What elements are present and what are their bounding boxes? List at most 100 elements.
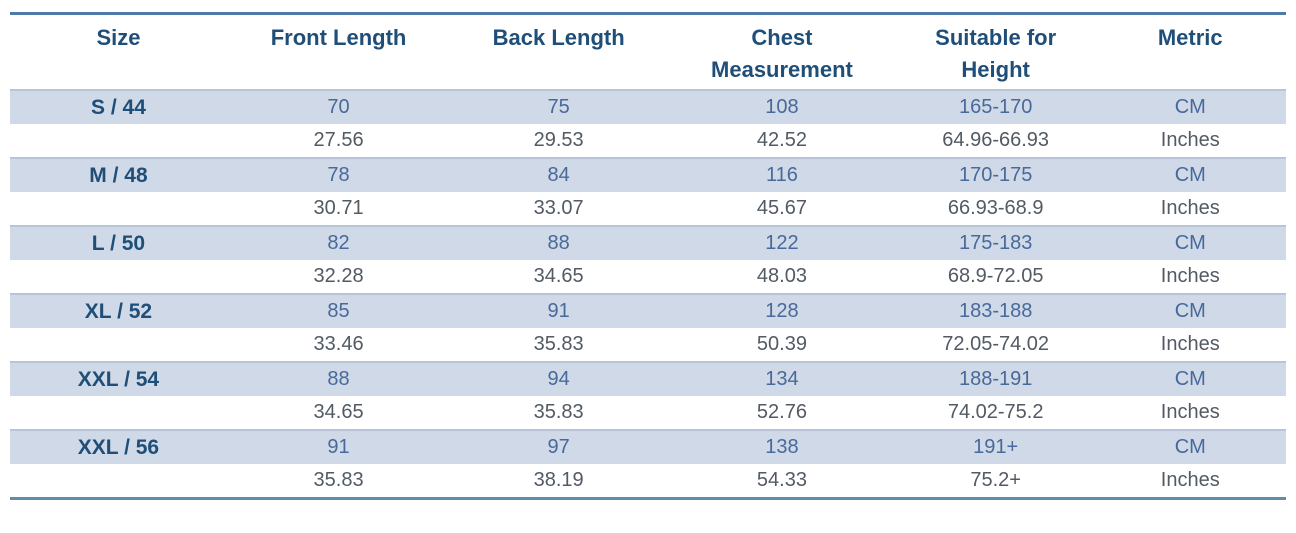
column-header-suitable-for-height: Suitable for Height bbox=[897, 14, 1095, 91]
column-header-chest-measurement: Chest Measurement bbox=[667, 14, 897, 91]
table-row: XXL / 56 91 97 138 191+ CM bbox=[10, 430, 1286, 464]
value-cell: 122 bbox=[765, 232, 799, 254]
value-cell: 64.96-66.93 bbox=[942, 129, 1050, 151]
table-row: 35.83 38.19 54.33 75.2+ Inches bbox=[10, 464, 1286, 499]
value-cell: 72.05-74.02 bbox=[942, 333, 1050, 355]
size-cell bbox=[10, 124, 227, 158]
value-cell: 138 bbox=[765, 436, 799, 458]
value-cell: 66.93-68.9 bbox=[947, 197, 1044, 219]
value-cell: 75 bbox=[547, 96, 570, 118]
value-cell: 70 bbox=[327, 96, 350, 118]
table-row: 32.28 34.65 48.03 68.9-72.05 Inches bbox=[10, 260, 1286, 294]
column-header-suitable-for-height-label: Suitable for Height bbox=[935, 25, 1057, 82]
table-row: 33.46 35.83 50.39 72.05-74.02 Inches bbox=[10, 328, 1286, 362]
value-cell: 188-191 bbox=[958, 368, 1033, 390]
value-cell: Inches bbox=[1160, 401, 1220, 423]
value-cell: 94 bbox=[547, 368, 570, 390]
value-cell: 35.83 bbox=[533, 401, 584, 423]
table-row: XXL / 54 88 94 134 188-191 CM bbox=[10, 362, 1286, 396]
value-cell: 35.83 bbox=[533, 333, 584, 355]
table-header: Size Front Length Back Length Chest Meas… bbox=[10, 14, 1286, 91]
value-cell: 74.02-75.2 bbox=[947, 401, 1044, 423]
value-cell: 27.56 bbox=[313, 129, 364, 151]
value-cell: CM bbox=[1174, 300, 1206, 322]
value-cell: 134 bbox=[765, 368, 799, 390]
value-cell: 32.28 bbox=[313, 265, 364, 287]
value-cell: 42.52 bbox=[756, 129, 807, 151]
table-row: XL / 52 85 91 128 183-188 CM bbox=[10, 294, 1286, 328]
value-cell: 52.76 bbox=[756, 401, 807, 423]
value-cell: 84 bbox=[547, 164, 570, 186]
value-cell: 88 bbox=[547, 232, 570, 254]
value-cell: 35.83 bbox=[313, 469, 364, 491]
table-body: S / 44 70 75 108 165-170 CM 27.56 29.53 42.52 64.… bbox=[10, 90, 1286, 499]
value-cell: 34.65 bbox=[533, 265, 584, 287]
column-header-front-length-label: Front Length bbox=[270, 25, 407, 50]
value-cell: 91 bbox=[547, 300, 570, 322]
value-cell: 68.9-72.05 bbox=[947, 265, 1044, 287]
table-row: 34.65 35.83 52.76 74.02-75.2 Inches bbox=[10, 396, 1286, 430]
value-cell: 30.71 bbox=[313, 197, 364, 219]
table-row: L / 50 82 88 122 175-183 CM bbox=[10, 226, 1286, 260]
table-row: 27.56 29.53 42.52 64.96-66.93 Inches bbox=[10, 124, 1286, 158]
value-cell: 91 bbox=[327, 436, 350, 458]
column-header-metric: Metric bbox=[1095, 14, 1286, 91]
size-cell: XXL / 56 bbox=[77, 435, 160, 459]
size-chart-sheet: Size Front Length Back Length Chest Meas… bbox=[10, 12, 1286, 500]
size-cell bbox=[10, 464, 227, 499]
size-cell bbox=[10, 260, 227, 294]
value-cell: 85 bbox=[327, 300, 350, 322]
column-header-front-length: Front Length bbox=[227, 14, 450, 91]
value-cell: 78 bbox=[327, 164, 350, 186]
value-cell: 33.07 bbox=[533, 197, 584, 219]
value-cell: 183-188 bbox=[958, 300, 1033, 322]
value-cell: CM bbox=[1174, 436, 1206, 458]
value-cell: CM bbox=[1174, 96, 1206, 118]
column-header-back-length: Back Length bbox=[450, 14, 667, 91]
table-row: M / 48 78 84 116 170-175 CM bbox=[10, 158, 1286, 192]
value-cell: Inches bbox=[1160, 469, 1220, 491]
value-cell: Inches bbox=[1160, 129, 1220, 151]
value-cell: 33.46 bbox=[313, 333, 364, 355]
value-cell: Inches bbox=[1160, 265, 1220, 287]
value-cell: 108 bbox=[765, 96, 799, 118]
size-chart-table: Size Front Length Back Length Chest Meas… bbox=[10, 12, 1286, 500]
value-cell: Inches bbox=[1160, 333, 1220, 355]
value-cell: 88 bbox=[327, 368, 350, 390]
column-header-chest-measurement-label: Chest Measurement bbox=[711, 25, 853, 82]
size-cell: M / 48 bbox=[89, 163, 148, 187]
value-cell: CM bbox=[1174, 164, 1206, 186]
column-header-size-label: Size bbox=[96, 25, 141, 50]
size-cell bbox=[10, 396, 227, 430]
value-cell: 116 bbox=[766, 164, 798, 186]
value-cell: 29.53 bbox=[533, 129, 584, 151]
value-cell: CM bbox=[1174, 232, 1206, 254]
size-cell: XXL / 54 bbox=[77, 367, 160, 391]
value-cell: 175-183 bbox=[958, 232, 1033, 254]
value-cell: CM bbox=[1174, 368, 1206, 390]
column-header-back-length-label: Back Length bbox=[492, 25, 625, 50]
size-cell: L / 50 bbox=[91, 231, 146, 255]
value-cell: 38.19 bbox=[533, 469, 584, 491]
value-cell: 191+ bbox=[973, 436, 1019, 458]
table-row: 30.71 33.07 45.67 66.93-68.9 Inches bbox=[10, 192, 1286, 226]
column-header-metric-label: Metric bbox=[1157, 25, 1223, 50]
size-cell: XL / 52 bbox=[84, 299, 153, 323]
value-cell: 75.2+ bbox=[970, 469, 1021, 491]
column-header-size: Size bbox=[10, 14, 227, 91]
value-cell: 128 bbox=[765, 300, 799, 322]
value-cell: 34.65 bbox=[313, 401, 364, 423]
value-cell: 97 bbox=[547, 436, 570, 458]
value-cell: 54.33 bbox=[756, 469, 807, 491]
header-row: Size Front Length Back Length Chest Meas… bbox=[10, 14, 1286, 91]
table-row: S / 44 70 75 108 165-170 CM bbox=[10, 90, 1286, 124]
value-cell: 45.67 bbox=[756, 197, 807, 219]
value-cell: 165-170 bbox=[958, 96, 1033, 118]
value-cell: 170-175 bbox=[958, 164, 1033, 186]
size-cell: S / 44 bbox=[91, 95, 146, 119]
size-cell bbox=[10, 328, 227, 362]
value-cell: 82 bbox=[327, 232, 350, 254]
size-cell bbox=[10, 192, 227, 226]
value-cell: 48.03 bbox=[756, 265, 807, 287]
value-cell: Inches bbox=[1160, 197, 1220, 219]
